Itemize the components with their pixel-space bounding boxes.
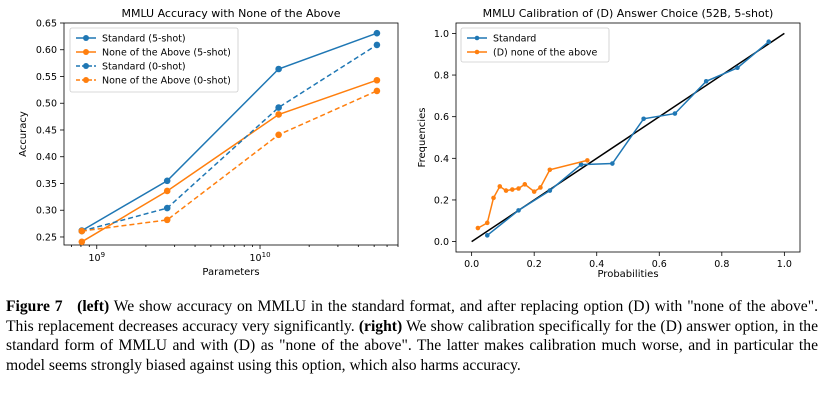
data-point-left-1: [373, 76, 381, 84]
y-tick-label-left: 0.45: [36, 125, 57, 136]
data-point-right-0: [484, 233, 490, 238]
data-point-left-2: [275, 104, 282, 111]
data-point-right-1: [503, 188, 509, 193]
plot-frame-right: [455, 22, 801, 253]
data-point-right-1: [491, 195, 496, 201]
series-line-left-3: [81, 90, 378, 232]
caption-right-label: (right): [358, 317, 403, 335]
x-tick-label-right: 1.0: [777, 259, 792, 270]
data-point-right-0: [766, 39, 772, 45]
y-tick-label-left: 0.60: [36, 45, 57, 56]
y-axis-label-right: Frequencies: [417, 108, 428, 168]
x-tick-label-left: 1010: [250, 251, 271, 264]
data-point-right-1: [538, 185, 543, 190]
y-axis-label-left: Accuracy: [18, 111, 29, 157]
y-tick-label-right: 0.8: [434, 71, 449, 82]
data-point-right-1: [531, 189, 537, 194]
chart-title-right: MMLU Calibration of (D) Answer Choice (5…: [483, 7, 774, 20]
series-line-right-1: [477, 159, 588, 229]
legend-box-left: [69, 27, 239, 93]
y-tick-label-right: 0.2: [434, 195, 449, 206]
y-tick-label-right: 1.0: [434, 29, 449, 40]
caption-right-text: We show calibration specifically for the…: [6, 317, 818, 374]
data-point-left-0: [163, 177, 171, 185]
data-point-right-0: [516, 208, 521, 213]
x-axis-label-left: Parameters: [202, 267, 259, 278]
data-point-left-2: [163, 204, 171, 212]
legend-box-right: [460, 27, 610, 63]
figure-label: Figure 7: [6, 298, 63, 315]
legend-marker-left: [83, 49, 89, 55]
data-point-right-0: [703, 78, 709, 84]
y-tick-label-right: 0.6: [434, 112, 449, 123]
data-point-left-3: [78, 227, 86, 235]
chart-title-left: MMLU Accuracy with None of the Above: [121, 7, 340, 20]
data-point-right-1: [522, 182, 528, 187]
x-tick-label-left: 109: [88, 251, 105, 264]
y-tick-label-right: 0.4: [434, 154, 449, 165]
series-line-left-2: [81, 44, 378, 232]
y-tick-label-left: 0.25: [36, 232, 57, 243]
data-point-right-0: [547, 188, 553, 193]
data-point-left-3: [373, 87, 381, 95]
tick-exponent: 9: [101, 251, 105, 259]
legend-marker-right: [474, 49, 480, 55]
data-point-right-0: [610, 161, 615, 166]
data-point-right-0: [578, 162, 584, 167]
y-tick-label-left: 0.40: [36, 152, 57, 163]
data-point-left-2: [373, 41, 381, 49]
x-axis-label-right: Probabilities: [597, 269, 658, 280]
caption-left-label: (left): [77, 298, 110, 315]
legend-label-left: None of the Above (0-shot): [102, 76, 231, 87]
series-line-right-0: [486, 41, 770, 236]
data-point-right-1: [585, 158, 590, 163]
caption-left-text: We show accuracy on MMLU in the standard…: [6, 298, 818, 335]
data-point-left-3: [275, 131, 282, 139]
data-point-left-0: [275, 65, 282, 73]
tick-exponent: 10: [262, 251, 271, 259]
legend-marker-left: [83, 63, 89, 69]
data-point-right-0: [641, 116, 646, 122]
legend-label-right: (D) none of the above: [493, 48, 598, 59]
legend-marker-right: [474, 35, 480, 41]
data-point-right-1: [509, 187, 515, 192]
data-point-left-3: [163, 216, 171, 224]
figure-caption: Figure 7 (left) We show accuracy on MMLU…: [6, 297, 818, 375]
data-point-right-1: [475, 225, 481, 231]
x-tick-label-right: 0.0: [464, 259, 479, 270]
legend-label-left: None of the Above (5-shot): [102, 48, 231, 59]
figure-charts: MMLU Accuracy with None of the Above 0.25…: [18, 7, 801, 280]
plot-frame-left: [63, 22, 399, 246]
data-point-right-0: [735, 65, 740, 71]
data-point-right-1: [497, 184, 503, 189]
data-point-right-1: [516, 186, 521, 191]
x-tick-label-right: 0.8: [714, 259, 729, 270]
data-point-left-1: [275, 111, 282, 118]
data-point-right-1: [547, 167, 553, 173]
y-tick-label-left: 0.65: [36, 19, 57, 30]
y-tick-label-left: 0.50: [36, 99, 57, 110]
y-tick-label-left: 0.35: [36, 179, 57, 190]
legend-label-left: Standard (0-shot): [102, 62, 186, 73]
x-tick-label-right: 0.4: [589, 259, 604, 270]
data-point-left-0: [373, 29, 381, 37]
legend-label-left: Standard (5-shot): [102, 34, 186, 45]
data-point-left-1: [163, 187, 171, 195]
x-tick-label-right: 0.6: [652, 259, 667, 270]
data-point-right-1: [484, 220, 490, 226]
y-tick-label-right: 0.0: [434, 237, 449, 248]
y-tick-label-left: 0.55: [36, 72, 57, 83]
data-point-left-1: [78, 238, 86, 246]
series-line-left-0: [81, 32, 378, 232]
legend-marker-left: [83, 77, 89, 83]
legend-marker-left: [83, 35, 89, 41]
series-line-left-1: [81, 79, 378, 243]
data-point-right-0: [672, 111, 678, 116]
x-tick-label-right: 0.2: [527, 259, 542, 270]
legend-label-right: Standard: [493, 34, 536, 45]
y-tick-label-left: 0.30: [36, 206, 57, 217]
